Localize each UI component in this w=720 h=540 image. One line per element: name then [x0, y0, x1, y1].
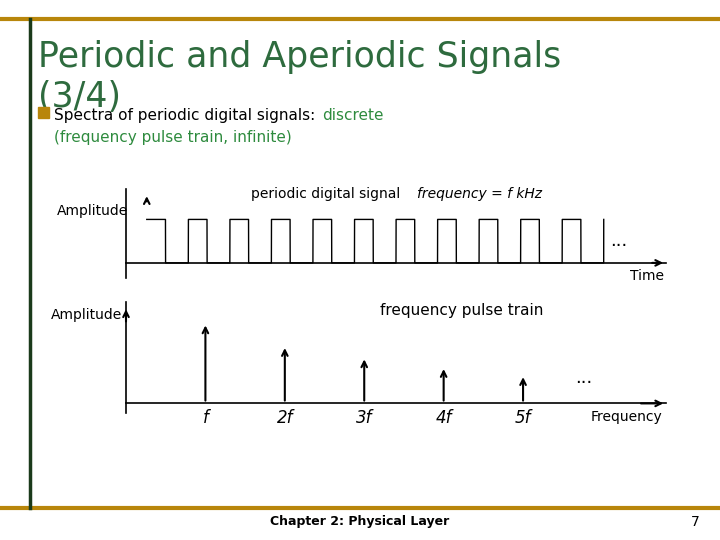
Text: Frequency: Frequency — [590, 410, 662, 424]
Text: periodic digital signal: periodic digital signal — [251, 187, 400, 201]
Bar — [38, 107, 49, 118]
Text: (frequency pulse train, infinite): (frequency pulse train, infinite) — [54, 130, 292, 145]
Text: ...: ... — [610, 232, 627, 250]
Text: Amplitude: Amplitude — [57, 204, 128, 218]
Text: frequency = f kHz: frequency = f kHz — [417, 187, 541, 201]
Text: ...: ... — [575, 368, 592, 387]
Text: Periodic and Aperiodic Signals: Periodic and Aperiodic Signals — [38, 40, 562, 74]
Text: (3/4): (3/4) — [38, 80, 121, 114]
Text: Time: Time — [630, 269, 664, 284]
Text: Chapter 2: Physical Layer: Chapter 2: Physical Layer — [271, 516, 449, 529]
Text: discrete: discrete — [322, 108, 384, 123]
Text: Spectra of periodic digital signals:: Spectra of periodic digital signals: — [54, 108, 320, 123]
Text: frequency pulse train: frequency pulse train — [380, 303, 544, 318]
Text: 7: 7 — [691, 515, 700, 529]
Text: Amplitude: Amplitude — [51, 307, 122, 321]
